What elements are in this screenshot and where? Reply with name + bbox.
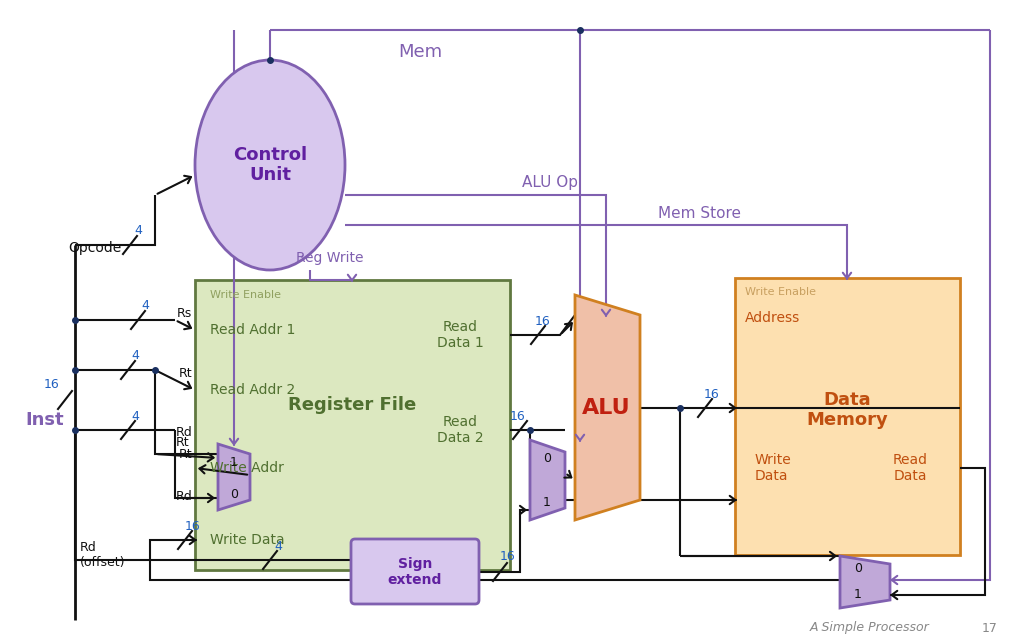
Text: Rt: Rt <box>176 436 190 449</box>
Text: Read Addr 1: Read Addr 1 <box>210 323 296 337</box>
Text: Rs: Rs <box>177 307 192 319</box>
Text: Rt: Rt <box>178 367 192 380</box>
Text: ALU: ALU <box>582 398 630 418</box>
Polygon shape <box>840 556 890 608</box>
Text: 4: 4 <box>141 298 149 312</box>
Polygon shape <box>530 440 565 520</box>
Text: Inst: Inst <box>26 411 64 429</box>
Text: Rd: Rd <box>175 490 192 504</box>
Text: Write Enable: Write Enable <box>745 287 816 297</box>
Text: Sign
extend: Sign extend <box>388 557 442 587</box>
Text: ALU Op: ALU Op <box>522 175 578 189</box>
Text: Data
Memory: Data Memory <box>806 390 888 429</box>
Text: Read Addr 2: Read Addr 2 <box>210 383 296 397</box>
Text: Read
Data 2: Read Data 2 <box>437 415 483 445</box>
Polygon shape <box>218 444 250 510</box>
Text: Rd: Rd <box>175 426 192 440</box>
Text: Read
Data: Read Data <box>892 453 928 483</box>
Text: Control
Unit: Control Unit <box>233 146 307 184</box>
Text: Address: Address <box>745 311 800 325</box>
Text: Write Addr: Write Addr <box>210 461 283 475</box>
FancyBboxPatch shape <box>351 539 479 604</box>
Text: 16: 16 <box>535 314 550 328</box>
Text: Write
Data: Write Data <box>755 453 792 483</box>
Text: Mem Store: Mem Store <box>659 205 742 221</box>
FancyBboxPatch shape <box>195 280 510 570</box>
Text: Rd
(offset): Rd (offset) <box>80 541 126 569</box>
FancyBboxPatch shape <box>735 278 960 555</box>
Text: 16: 16 <box>185 520 201 534</box>
Text: Reg Write: Reg Write <box>297 251 364 265</box>
Text: 4: 4 <box>131 410 139 422</box>
Text: Write Data: Write Data <box>210 533 284 547</box>
Text: 16: 16 <box>44 378 60 392</box>
Text: Read
Data 1: Read Data 1 <box>437 320 484 350</box>
Text: A Simple Processor: A Simple Processor <box>810 621 930 634</box>
Text: Register File: Register File <box>287 396 416 414</box>
Text: 0: 0 <box>543 451 551 465</box>
Text: Opcode: Opcode <box>68 241 122 255</box>
Text: 4: 4 <box>274 540 282 552</box>
Text: 0: 0 <box>230 488 238 500</box>
Text: 4: 4 <box>131 349 139 362</box>
Ellipse shape <box>195 60 345 270</box>
Text: 17: 17 <box>982 621 998 634</box>
Text: Rt: Rt <box>178 449 192 461</box>
Polygon shape <box>575 295 640 520</box>
Text: Mem: Mem <box>398 43 442 61</box>
Text: 4: 4 <box>134 223 142 237</box>
Text: 16: 16 <box>500 550 516 563</box>
Text: 1: 1 <box>543 495 551 509</box>
Text: 16: 16 <box>704 388 720 401</box>
Text: 0: 0 <box>854 561 862 575</box>
Text: Write Enable: Write Enable <box>210 290 281 300</box>
Text: 16: 16 <box>510 410 526 424</box>
Text: 1: 1 <box>230 456 238 468</box>
Text: 1: 1 <box>854 589 862 602</box>
